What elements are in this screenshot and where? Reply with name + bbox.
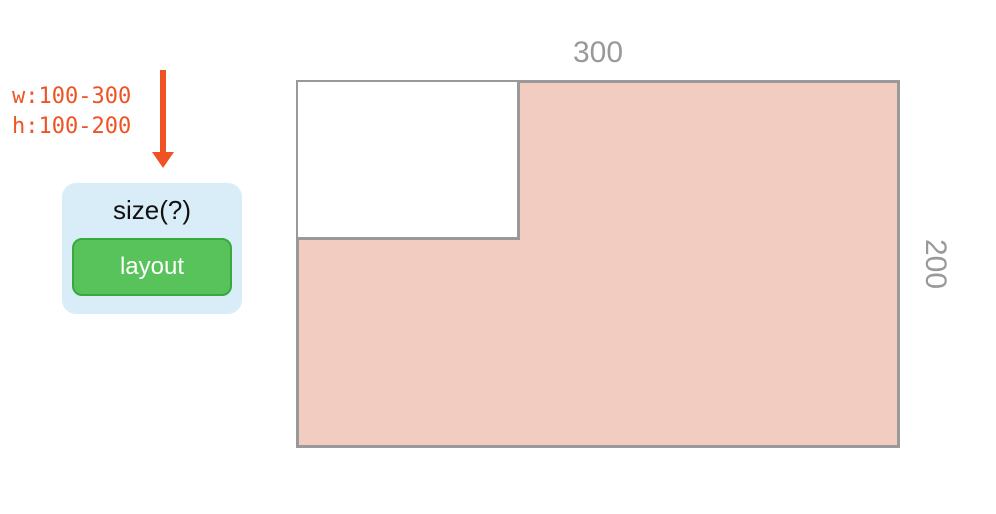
- diagram-canvas: w:100-300 h:100-200 size(?) layout 300 2…: [0, 0, 996, 514]
- arrow-shaft: [160, 70, 166, 156]
- widget-card: size(?) layout: [62, 183, 242, 314]
- dimension-width-label: 300: [296, 36, 900, 80]
- arrow-head-icon: [152, 152, 174, 171]
- constraint-rect: [296, 80, 900, 448]
- down-arrow: [152, 70, 174, 170]
- constraint-rect-wrap: 300 200: [296, 80, 900, 448]
- constraints-line-2: h:100-200: [12, 112, 131, 142]
- dimension-height-label: 200: [918, 80, 952, 448]
- constraints-label: w:100-300 h:100-200: [12, 82, 131, 141]
- layout-pill: layout: [72, 238, 232, 296]
- card-title: size(?): [113, 195, 191, 226]
- constraint-rect-cutout: [298, 82, 520, 240]
- pill-label: layout: [120, 253, 184, 281]
- constraints-line-1: w:100-300: [12, 82, 131, 112]
